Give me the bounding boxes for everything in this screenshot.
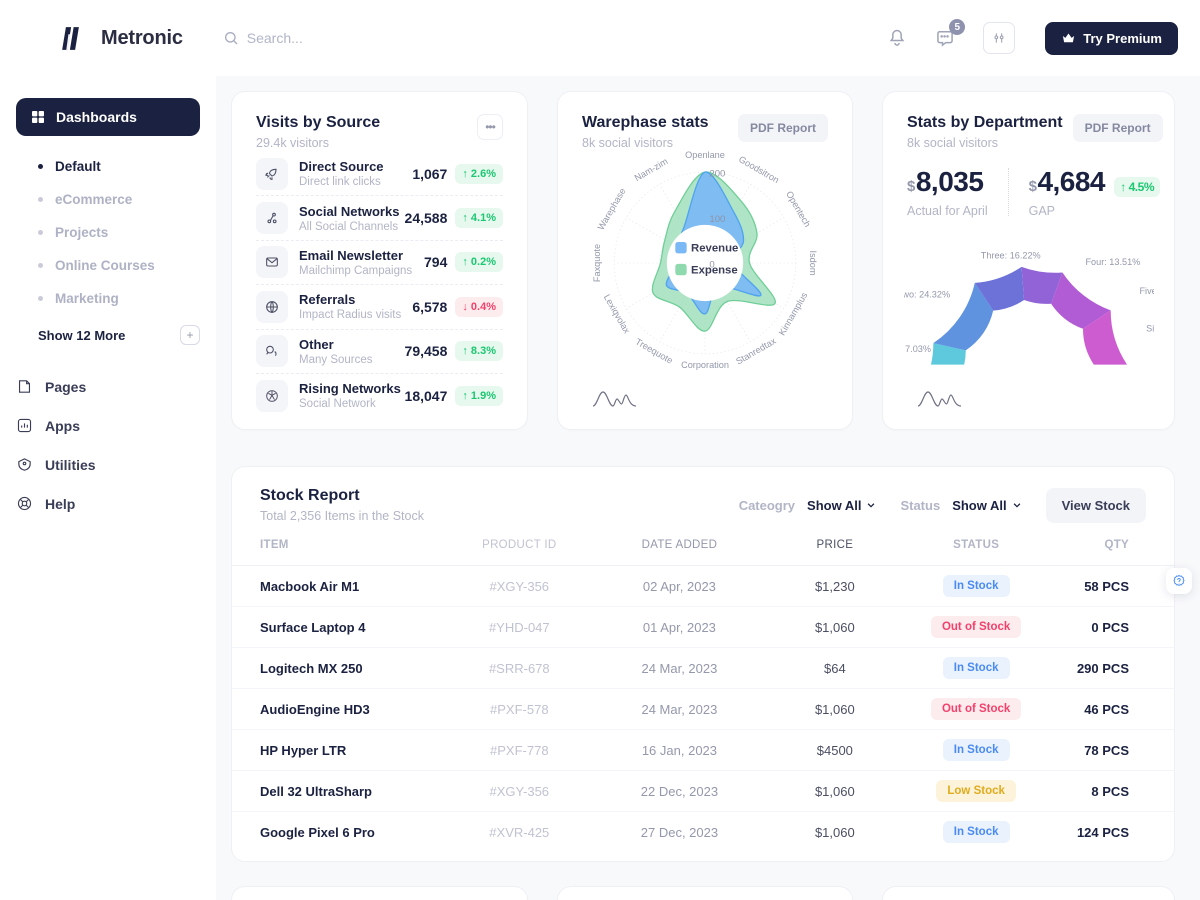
svg-text:Five:: Five: <box>1139 286 1154 296</box>
svg-text:Faxquote: Faxquote <box>592 244 602 282</box>
svg-text:Isdom: Isdom <box>808 251 818 276</box>
svg-text:Revenue: Revenue <box>691 243 738 255</box>
svg-text:Expense: Expense <box>691 264 738 276</box>
svg-text:Kinnamplus: Kinnamplus <box>777 290 810 337</box>
svg-text:Lexiqvolax: Lexiqvolax <box>602 293 633 336</box>
svg-text:100: 100 <box>709 214 725 225</box>
svg-text:Stanredtax: Stanredtax <box>734 336 778 367</box>
svg-text:Corporation: Corporation <box>681 360 729 370</box>
svg-text:Opentech: Opentech <box>784 189 813 228</box>
svg-text:200: 200 <box>709 169 725 180</box>
svg-text:Treequote: Treequote <box>634 336 675 365</box>
svg-text:Warephase: Warephase <box>596 186 628 231</box>
svg-text:Openlane: Openlane <box>685 150 725 160</box>
svg-text:Four: 13.51%: Four: 13.51% <box>1085 257 1140 267</box>
svg-text:7.03%: 7.03% <box>905 344 931 354</box>
svg-text:Three: 16.22%: Three: 16.22% <box>980 250 1040 260</box>
svg-text:Two: 24.32%: Two: 24.32% <box>904 289 950 299</box>
svg-text:Goodsitron: Goodsitron <box>737 154 781 185</box>
svg-text:Six: Six <box>1146 323 1154 333</box>
svg-text:Nam-zim: Nam-zim <box>633 156 670 183</box>
